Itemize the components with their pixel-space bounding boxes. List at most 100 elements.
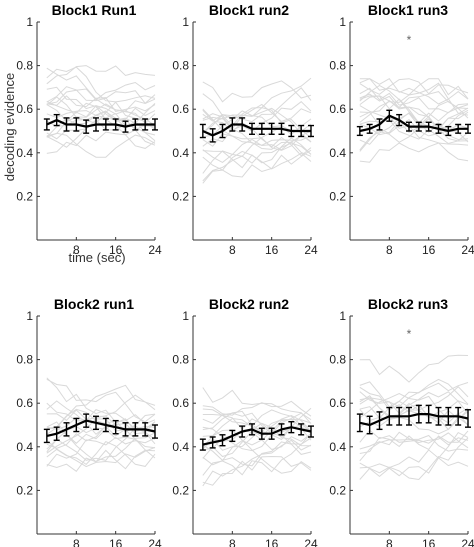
mean-line (46, 419, 156, 437)
subject-trace (359, 378, 469, 408)
subject-trace (202, 410, 312, 435)
subject-trace (359, 142, 469, 163)
x-tick-label: 16 (422, 537, 436, 547)
x-axis-label: time (sec) (68, 250, 125, 265)
subject-trace (46, 422, 156, 449)
subject-trace (202, 400, 312, 417)
subject-trace (359, 109, 469, 136)
panel-block2-run2: Block2 run2 0.2 0.4 0.6 0.8 1 8 16 24 (172, 296, 318, 547)
y-tick-label: 1 (339, 15, 346, 29)
x-tick-label: 8 (73, 537, 80, 547)
subject-trace (359, 434, 469, 462)
subject-trace (202, 429, 312, 474)
subject-trace (46, 400, 156, 437)
subject-trace (359, 409, 469, 435)
mean-line (359, 413, 469, 427)
subject-trace (46, 66, 156, 103)
subject-trace (202, 387, 312, 424)
subject-trace (46, 394, 156, 421)
subject-trace (202, 118, 312, 174)
subject-trace (46, 86, 156, 105)
subject-trace (46, 449, 156, 472)
subject-trace (359, 119, 469, 145)
y-tick-label: 0.6 (16, 396, 33, 410)
x-tick-label: 8 (386, 243, 393, 257)
y-tick-label: 0.4 (329, 440, 346, 454)
x-tick-label: 8 (386, 537, 393, 547)
subject-trace (202, 137, 312, 169)
y-tick-label: 1 (182, 15, 189, 29)
x-tick-label: 24 (148, 537, 162, 547)
x-tick-label: 24 (304, 537, 318, 547)
y-tick-label: 0.6 (172, 102, 189, 116)
y-tick-label: 1 (182, 309, 189, 323)
subject-trace (359, 386, 469, 415)
y-tick-label: 0.6 (172, 396, 189, 410)
subject-trace (46, 408, 156, 434)
x-tick-label: 8 (229, 243, 236, 257)
subject-trace (46, 65, 156, 85)
y-tick-label: 0.6 (329, 396, 346, 410)
x-tick-label: 24 (304, 243, 318, 257)
y-tick-label: 0.2 (16, 189, 33, 203)
panel-block2-run1: Block2 run1 0.2 0.4 0.6 0.8 1 8 16 24 (16, 296, 162, 547)
subject-trace (46, 131, 156, 154)
x-tick-label: 16 (265, 243, 279, 257)
panel-block1-run2: Block1 run2 0.2 0.4 0.6 0.8 1 8 16 24 (172, 2, 318, 257)
subject-trace (202, 128, 312, 147)
y-tick-label: 0.2 (172, 483, 189, 497)
y-tick-label: 0.6 (329, 102, 346, 116)
subject-trace (202, 427, 312, 451)
panel-title: Block1 run2 (209, 2, 289, 18)
subject-trace (359, 118, 469, 152)
y-tick-label: 0.4 (16, 440, 33, 454)
subject-trace (359, 84, 469, 133)
subject-trace (359, 393, 469, 420)
panel-title: Block1 Run1 (52, 2, 137, 18)
subject-trace (359, 122, 469, 151)
subject-trace (46, 418, 156, 453)
mean-line (202, 426, 312, 446)
x-tick-label: 16 (265, 537, 279, 547)
panel-title: Block2 run1 (54, 296, 134, 312)
y-tick-label: 0.8 (16, 353, 33, 367)
subject-trace (46, 439, 156, 468)
subject-trace (202, 130, 312, 150)
y-tick-label: 1 (339, 309, 346, 323)
panel-title: Block1 run3 (368, 2, 448, 18)
subject-trace (359, 395, 469, 424)
y-axis-label: decoding evidence (2, 73, 17, 181)
subject-trace (202, 414, 312, 459)
subject-trace (359, 78, 469, 95)
subject-trace (359, 354, 469, 383)
subject-trace (46, 378, 156, 423)
subject-trace (202, 138, 312, 163)
y-tick-label: 0.2 (329, 189, 346, 203)
subject-trace (202, 149, 312, 178)
subject-trace (202, 417, 312, 437)
subject-trace (359, 82, 469, 123)
subject-trace (359, 457, 469, 478)
subject-trace (46, 111, 156, 142)
panel-block1-run1: Block1 Run1 0.2 0.4 0.6 0.8 1 8 16 24 (16, 2, 162, 257)
y-tick-label: 0.4 (172, 146, 189, 160)
subject-trace (202, 80, 312, 103)
subject-trace (46, 104, 156, 122)
panel-title: Block2 run3 (368, 296, 448, 312)
subject-trace (202, 113, 312, 157)
significance-marker: * (407, 33, 412, 47)
y-tick-label: 0.2 (329, 483, 346, 497)
y-tick-label: 0.2 (172, 189, 189, 203)
subject-trace (359, 382, 469, 408)
subject-trace (359, 93, 469, 130)
subject-trace (46, 67, 156, 112)
mean-line (46, 118, 155, 128)
subject-trace (202, 455, 312, 486)
subject-trace (359, 99, 469, 131)
x-tick-label: 8 (73, 243, 80, 257)
y-tick-label: 0.8 (16, 59, 33, 73)
x-tick-label: 16 (109, 537, 123, 547)
x-tick-label: 16 (109, 243, 123, 257)
y-tick-label: 1 (26, 309, 33, 323)
subject-trace (202, 87, 312, 134)
